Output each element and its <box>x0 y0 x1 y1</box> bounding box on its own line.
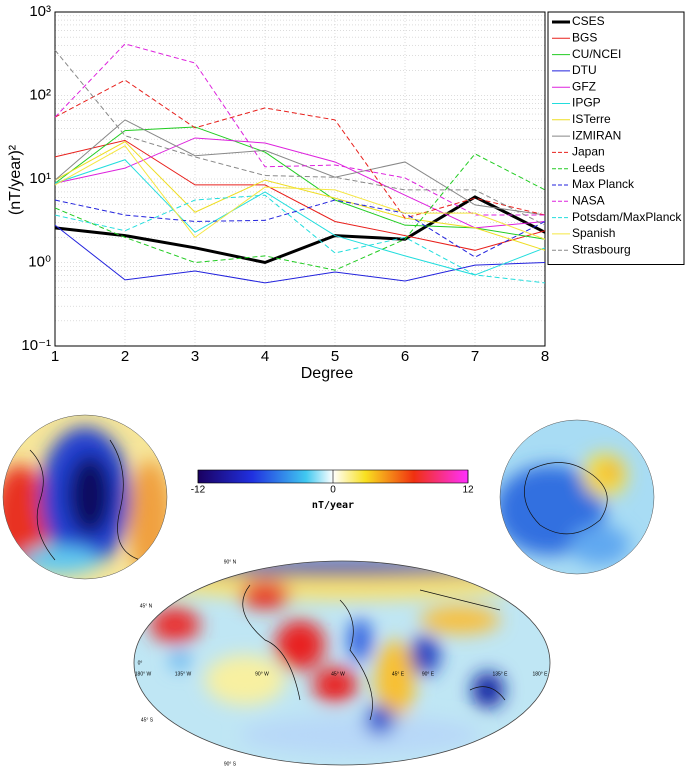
legend-label: Spanish <box>572 226 615 240</box>
map-labels: 180° W 135° W 90° W 45° W 45° E 90° E 135° E 18… <box>135 559 548 767</box>
series-line <box>54 43 545 216</box>
lon-label: 180° E <box>532 671 548 677</box>
series-line <box>54 153 546 271</box>
plot: 10⁻¹ 10⁰ 10¹ 10² 10³ 1 2 3 4 5 6 7 8 CSES BGS CU/NCEI DT… <box>21 3 685 365</box>
y-tick-label: 10³ <box>29 3 51 20</box>
series-line <box>54 159 546 276</box>
legend-label: NASA <box>572 193 605 207</box>
series-line <box>54 145 546 240</box>
legend-label: CSES <box>572 14 605 28</box>
lon-label: 45° W <box>331 671 345 677</box>
y-tick-label: 10⁻¹ <box>21 337 51 354</box>
south-polar-map <box>500 420 654 574</box>
lat-label: 45° N <box>140 603 153 609</box>
lon-label: 90° W <box>255 671 269 677</box>
series-line <box>54 194 546 284</box>
y-tick-label: 10² <box>29 86 51 103</box>
x-tick-label: 2 <box>121 348 129 365</box>
lon-label: 45° E <box>392 671 405 677</box>
x-tick-label: 3 <box>191 348 199 365</box>
x-tick-label: 4 <box>261 348 269 365</box>
series-line <box>54 141 546 251</box>
axes-frame <box>54 11 546 347</box>
legend-label: Max Planck <box>572 177 635 191</box>
series-line <box>54 199 546 258</box>
legend-label: ISTerre <box>572 112 611 126</box>
series-line <box>54 79 546 219</box>
legend-label: CU/NCEI <box>572 47 621 61</box>
map-border <box>133 560 551 766</box>
lon-label: 135° W <box>175 671 192 677</box>
lat-label: 0° <box>138 660 143 666</box>
legend-label: Potsdam/MaxPlanck <box>572 210 682 224</box>
lat-label: 45° S <box>141 717 154 723</box>
x-tick-label: 5 <box>331 348 339 365</box>
y-tick-label: 10¹ <box>29 170 51 187</box>
colorbar-ticks: -12 0 12 <box>191 470 474 496</box>
x-tick-label: 1 <box>51 348 59 365</box>
lat-label: 90° S <box>224 761 237 767</box>
lon-label: 135° E <box>492 671 508 677</box>
series-line <box>54 119 546 216</box>
legend-label: IZMIRAN <box>572 128 621 142</box>
map-border <box>499 419 655 575</box>
series-line <box>54 139 546 251</box>
legend-box <box>547 11 685 265</box>
colorbar-tick-label: 0 <box>330 485 336 496</box>
x-tick-label: 7 <box>471 348 479 365</box>
legend-label: DTU <box>572 63 597 77</box>
plot-area <box>55 12 545 346</box>
colorbar-tick-label: 12 <box>462 485 474 496</box>
x-axis-label: Degree <box>301 365 354 382</box>
x-tick-label: 6 <box>401 348 409 365</box>
legend-label: BGS <box>572 30 597 44</box>
colorbar-tick-label: -12 <box>191 485 206 496</box>
series-line <box>54 49 546 226</box>
world-map <box>134 561 550 765</box>
y-axis-label: (nT/year)² <box>7 144 24 215</box>
legend-label: Japan <box>572 145 605 159</box>
legend-label: Leeds <box>572 161 605 175</box>
lat-label: 90° N <box>224 559 237 565</box>
x-tick-label: 8 <box>541 348 549 365</box>
series-line <box>54 137 546 229</box>
colorbar-label: nT/year <box>312 500 354 511</box>
lon-label: 180° W <box>135 671 152 677</box>
y-tick-label: 10⁰ <box>28 253 51 270</box>
north-polar-map <box>3 415 167 579</box>
legend-label: GFZ <box>572 79 596 93</box>
series-line <box>54 195 546 265</box>
series-line <box>54 224 546 284</box>
legend-label: Strasbourg <box>572 242 631 256</box>
lon-label: 90° E <box>422 671 435 677</box>
legend-label: IPGP <box>572 96 601 110</box>
map-border <box>2 414 168 580</box>
